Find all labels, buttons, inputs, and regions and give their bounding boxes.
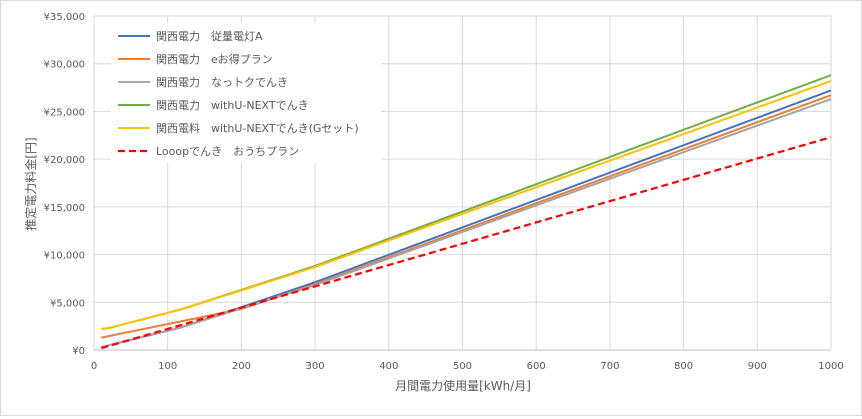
x-tick-label: 900: [748, 361, 767, 372]
x-tick-label: 200: [232, 361, 251, 372]
x-axis-label: 月間電力使用量[kWh/月]: [395, 378, 531, 393]
y-tick-label: ¥30,000: [44, 60, 85, 71]
legend-label: 関西電力 なっトクでんき: [156, 76, 288, 89]
legend-label: Looopでんき おうちプラン: [156, 145, 299, 158]
y-tick-label: ¥15,000: [44, 203, 85, 214]
y-tick-label: ¥5,000: [50, 298, 85, 309]
series-line: [101, 136, 832, 350]
x-tick-label: 700: [600, 361, 619, 372]
y-axis-label: 推定電力料金[円]: [23, 137, 38, 230]
series-lines: [101, 74, 832, 350]
axes: [93, 16, 831, 351]
x-tick-labels: 0 100 200 300 400 500 600 700 800 900 1000: [91, 361, 844, 372]
x-tick-label: 300: [306, 361, 325, 372]
legend-label: 関西電料 withU-NEXTでんき(Gセット): [156, 121, 359, 135]
y-tick-label: ¥10,000: [44, 251, 85, 262]
y-tick-label: ¥25,000: [44, 107, 85, 118]
legend-label: 関西電力 eお得プラン: [156, 53, 273, 66]
x-tick-label: 1000: [818, 361, 843, 372]
legend-label: 関西電力 従量電灯A: [156, 30, 263, 43]
y-tick-label: ¥20,000: [44, 155, 85, 166]
legend-background: [111, 23, 381, 163]
x-tick-label: 600: [527, 361, 546, 372]
y-tick-label: ¥35,000: [44, 12, 85, 23]
x-tick-label: 500: [453, 361, 472, 372]
x-tick-label: 0: [91, 361, 97, 372]
y-tick-label: ¥0: [72, 346, 85, 357]
x-tick-label: 800: [674, 361, 693, 372]
series-line: [101, 79, 832, 330]
x-tick-label: 100: [158, 361, 177, 372]
x-tick-label: 400: [379, 361, 398, 372]
y-tick-labels: ¥0 ¥5,000 ¥10,000 ¥15,000 ¥20,000 ¥25,000 ¥30,…: [44, 12, 85, 357]
legend-label: 関西電力 withU-NEXTでんき: [156, 99, 309, 112]
